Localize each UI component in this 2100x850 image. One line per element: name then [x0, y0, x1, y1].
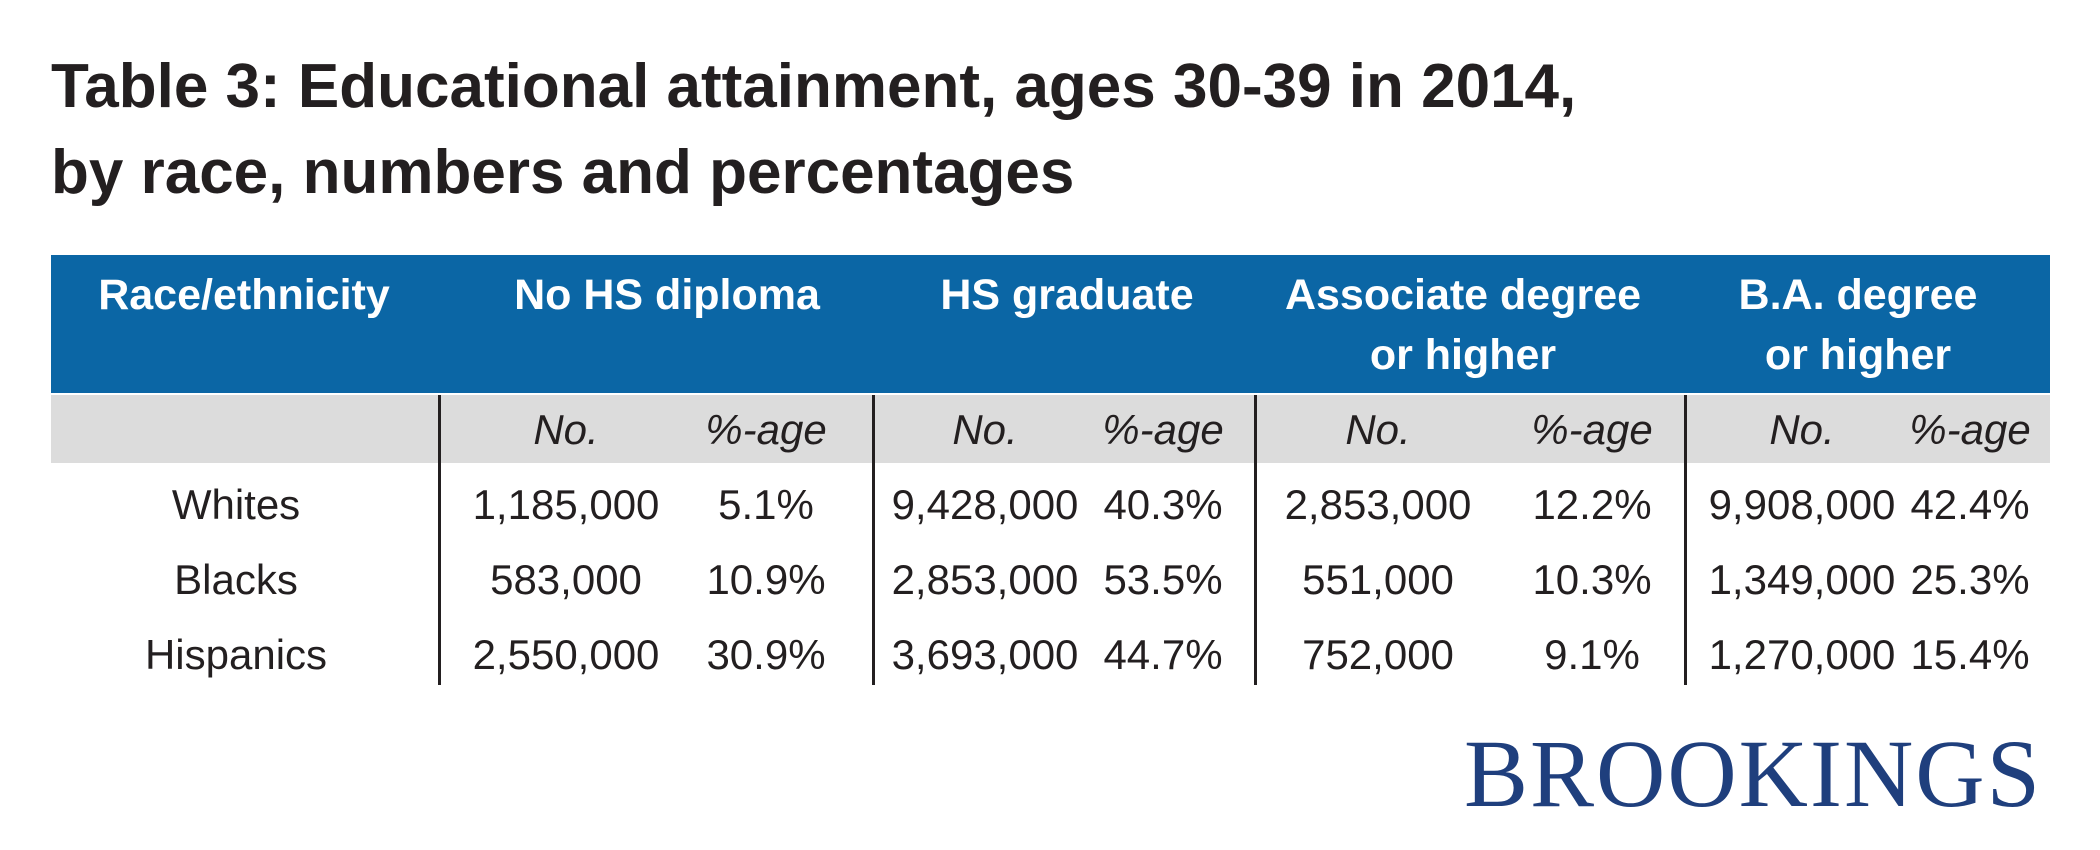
subheader-band	[51, 395, 2050, 463]
header-band	[51, 255, 2050, 393]
row-label: Blacks	[174, 556, 298, 603]
subheader: %-age	[1531, 406, 1653, 453]
cell: 1,270,000	[1708, 631, 1896, 678]
column-divider	[1684, 395, 1687, 685]
column-header: No HS diploma	[514, 271, 820, 319]
cell: 10.9%	[706, 556, 826, 603]
cell: 30.9%	[706, 631, 826, 678]
cell: 42.4%	[1910, 481, 2030, 528]
cell: 3,693,000	[891, 631, 1079, 678]
subheader: No.	[952, 406, 1018, 453]
cell: 1,185,000	[472, 481, 660, 528]
cell: 12.2%	[1532, 481, 1652, 528]
cell: 9,908,000	[1708, 481, 1896, 528]
cell: 1,349,000	[1708, 556, 1896, 603]
title-line: Table 3: Educational attainment, ages 30…	[51, 52, 1577, 121]
subheader: No.	[1345, 406, 1411, 453]
row-label: Hispanics	[144, 631, 328, 678]
column-header: B.A. degree	[1738, 271, 1978, 319]
column-header: Race/ethnicity	[98, 271, 390, 319]
cell: 2,853,000	[1284, 481, 1472, 528]
cell: 25.3%	[1910, 556, 2030, 603]
cell: 5.1%	[718, 481, 814, 528]
title-line: by race, numbers and percentages	[51, 138, 1075, 207]
cell: 583,000	[490, 556, 642, 603]
cell: 551,000	[1302, 556, 1454, 603]
subheader: %-age	[705, 406, 827, 453]
cell: 44.7%	[1103, 631, 1223, 678]
cell: 2,853,000	[891, 556, 1079, 603]
column-divider	[1254, 395, 1257, 685]
cell: 53.5%	[1103, 556, 1223, 603]
cell: 10.3%	[1532, 556, 1652, 603]
cell: 9,428,000	[891, 481, 1079, 528]
subheader: %-age	[1909, 406, 2031, 453]
subheader: No.	[533, 406, 599, 453]
subheader: No.	[1769, 406, 1835, 453]
column-divider	[872, 395, 875, 685]
column-header: HS graduate	[940, 271, 1194, 319]
column-header: Associate degree	[1284, 271, 1642, 319]
cell: 9.1%	[1544, 631, 1640, 678]
cell: 15.4%	[1910, 631, 2030, 678]
row-label: Whites	[171, 481, 301, 528]
subheader: %-age	[1102, 406, 1224, 453]
logo: BROOKINGS	[1463, 720, 2042, 827]
cell: 752,000	[1302, 631, 1454, 678]
cell: 2,550,000	[472, 631, 660, 678]
column-header: or higher	[1369, 331, 1557, 379]
column-header: or higher	[1764, 331, 1952, 379]
column-divider	[438, 395, 441, 685]
cell: 40.3%	[1103, 481, 1223, 528]
